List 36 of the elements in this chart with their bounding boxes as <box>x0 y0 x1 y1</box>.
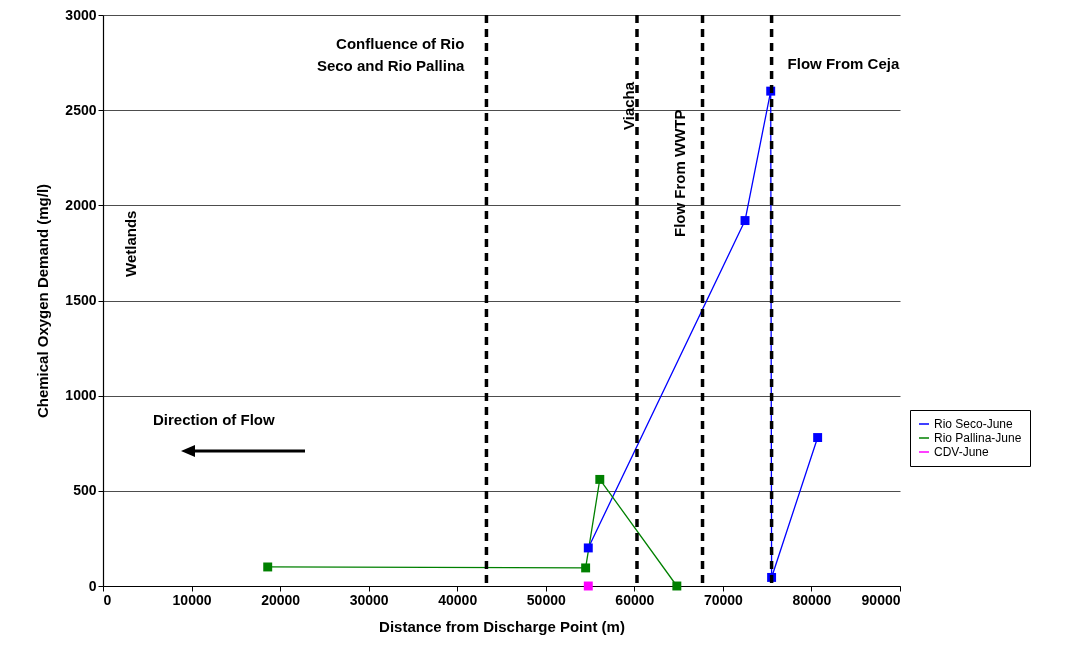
point <box>813 433 823 443</box>
legend-label: Rio Seco-June <box>934 417 1014 431</box>
x-tick-label: 60000 <box>615 591 655 608</box>
point <box>583 543 593 553</box>
x-tick-label: 70000 <box>703 591 744 608</box>
ref-line-label: Flow From Ceja <box>787 55 900 72</box>
y-tick-label: 1000 <box>65 387 97 404</box>
x-tick-label: 50000 <box>526 591 566 608</box>
point <box>263 562 273 572</box>
point <box>595 474 605 484</box>
point <box>672 581 682 591</box>
ref-line-label: Confluence of Rio Seco and Rio Pallina <box>316 35 466 74</box>
point <box>581 563 591 573</box>
x-axis-title: Distance from Discharge Point (m) <box>379 617 625 635</box>
y-tick-label: 1500 <box>65 292 97 308</box>
y-tick-label: 3000 <box>65 6 97 23</box>
ref-line-label: Viacha <box>619 81 637 130</box>
y-tick-label: 0 <box>88 577 97 594</box>
y-tick-label: 2000 <box>65 196 97 213</box>
legend-label: Rio Pallina-June <box>934 431 1022 445</box>
y-tick-label: 500 <box>73 482 97 499</box>
x-tick-label: 30000 <box>349 591 389 608</box>
y-tick-label: 2500 <box>65 101 97 118</box>
x-tick-label: 10000 <box>172 591 212 608</box>
annotation: Direction of Flow <box>153 411 275 428</box>
x-tick-label: 0 <box>103 591 112 608</box>
x-tick-label: 40000 <box>438 591 478 608</box>
point <box>740 216 750 226</box>
y-axis-title: Chemical Oxygen Demand (mg/l) <box>34 183 52 419</box>
x-tick-label: 20000 <box>261 591 301 608</box>
legend-label: CDV-June <box>934 445 990 459</box>
x-tick-label: 80000 <box>792 591 832 608</box>
point <box>583 581 593 591</box>
annotation: Wetlands <box>122 210 139 277</box>
ref-line-label: Flow From WWTP <box>670 109 688 237</box>
x-tick-label: 90000 <box>861 591 901 608</box>
